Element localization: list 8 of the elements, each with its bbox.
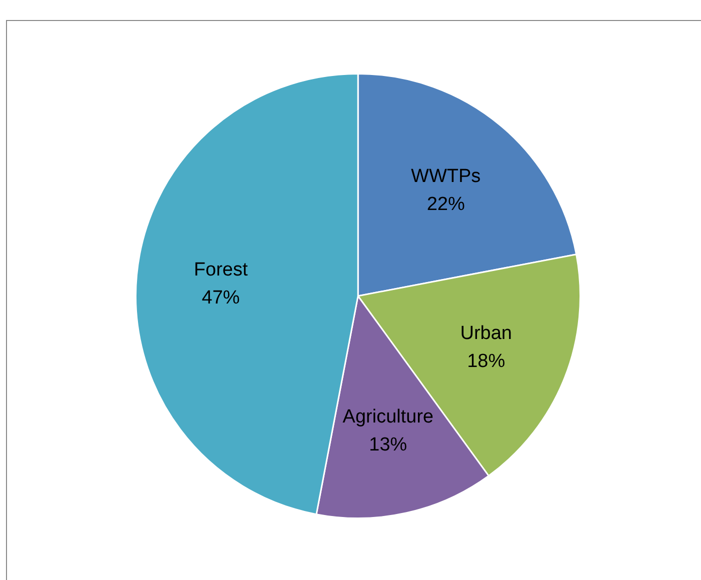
slice-label: Urban	[460, 322, 512, 344]
slice-label: Agriculture	[342, 406, 434, 428]
slice-label: WWTPs	[411, 166, 481, 188]
data-label: 13%	[369, 434, 408, 456]
data-label: 47%	[202, 287, 240, 308]
data-label: 22%	[426, 194, 465, 216]
data-label: 18%	[467, 350, 506, 372]
slice-label: Forest	[194, 259, 248, 280]
